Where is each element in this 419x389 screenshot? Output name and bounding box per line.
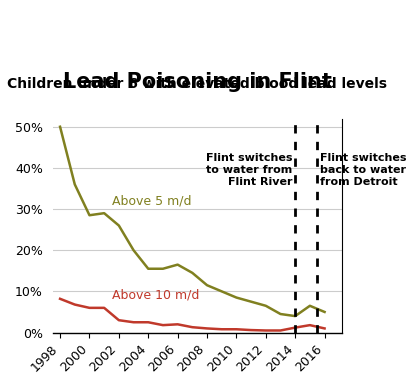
Text: Flint switches
to water from
Flint River: Flint switches to water from Flint River	[206, 154, 292, 187]
Title: Lead Poisoning in Flint: Lead Poisoning in Flint	[63, 72, 332, 92]
Text: Flint switches
back to water
from Detroit: Flint switches back to water from Detroi…	[320, 154, 407, 187]
Text: Above 5 m/d: Above 5 m/d	[111, 194, 191, 207]
Text: Children under 6 with elevated blood lead levels: Children under 6 with elevated blood lea…	[8, 77, 388, 91]
Text: Above 10 m/d: Above 10 m/d	[111, 288, 199, 301]
